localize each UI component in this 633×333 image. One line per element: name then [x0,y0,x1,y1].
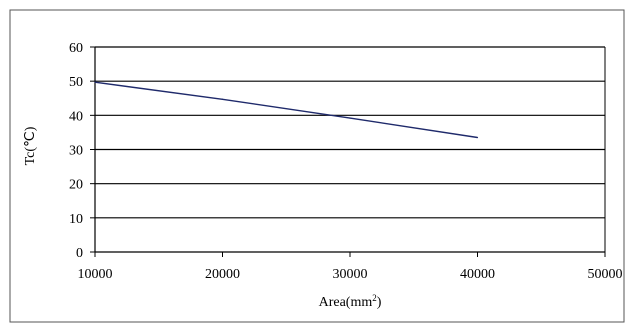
data-point-0-2 [349,117,350,118]
x-tick-label-10000: 10000 [78,267,113,282]
x-tick-label-30000: 30000 [333,267,368,282]
data-point-0-1 [222,99,223,100]
x-tick-label-50000: 50000 [588,267,623,282]
y-tick-label-0: 0 [76,246,83,261]
x-tick-label-20000: 20000 [205,267,240,282]
y-tick-label-30: 30 [69,144,83,159]
y-axis-label: Tc(℃) [23,126,38,165]
y-tick-label-60: 60 [69,41,83,56]
y-tick-label-20: 20 [69,178,83,193]
data-point-0-0 [94,82,95,83]
x-axis-label-end: ) [377,295,382,310]
x-axis-label-main: Area(mm [319,295,373,310]
data-point-0-3 [477,137,478,138]
y-tick-label-40: 40 [69,109,83,124]
x-tick-label-40000: 40000 [460,267,495,282]
y-tick-label-10: 10 [69,212,83,227]
y-tick-label-50: 50 [69,75,83,90]
